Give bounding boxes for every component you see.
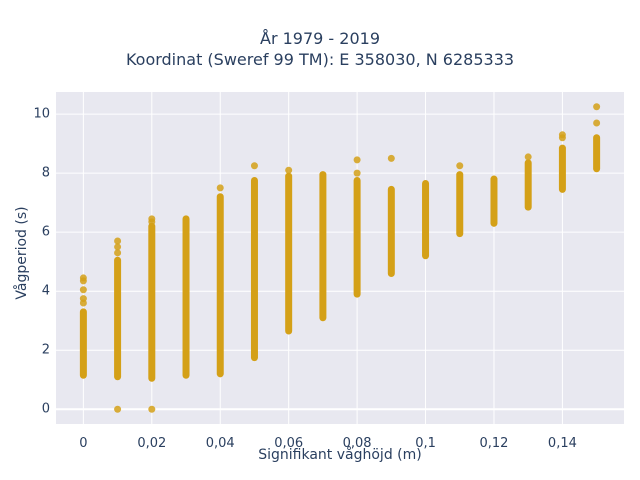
data-column xyxy=(353,177,361,298)
data-column xyxy=(558,144,566,193)
data-point xyxy=(250,162,258,170)
y-axis-ticks: 0 2 4 6 8 10 xyxy=(33,107,50,417)
data-column xyxy=(387,185,395,277)
data-point xyxy=(524,153,532,161)
data-point xyxy=(79,274,87,282)
chart-subtitle: Koordinat (Sweref 99 TM): E 358030, N 62… xyxy=(125,50,515,69)
data-column xyxy=(250,177,258,362)
x-axis-label: Signifikant våghöjd (m) xyxy=(258,447,422,463)
data-point xyxy=(216,184,224,192)
data-column xyxy=(285,172,293,335)
x-tick-label: 0,08 xyxy=(343,436,372,451)
chart-title: År 1979 - 2019 xyxy=(260,29,380,48)
data-point xyxy=(114,243,122,251)
data-column xyxy=(422,179,430,260)
data-point xyxy=(353,156,361,164)
data-column xyxy=(490,175,498,227)
data-point xyxy=(79,286,87,294)
data-point xyxy=(79,295,87,303)
x-tick-label: 0,14 xyxy=(548,436,577,451)
data-point xyxy=(114,249,122,257)
y-axis-label: Vågperiod (s) xyxy=(14,206,30,300)
data-column xyxy=(148,222,156,382)
data-point xyxy=(456,162,464,170)
data-point xyxy=(114,405,122,413)
data-point xyxy=(387,154,395,162)
y-tick-label: 0 xyxy=(42,402,50,417)
x-tick-label: 0,1 xyxy=(415,436,436,451)
data-point xyxy=(558,131,566,139)
x-tick-label: 0,02 xyxy=(137,436,166,451)
x-tick-label: 0,12 xyxy=(479,436,508,451)
data-points xyxy=(79,103,601,413)
data-column xyxy=(593,134,601,173)
data-point xyxy=(593,119,601,127)
y-tick-label: 10 xyxy=(33,107,50,122)
data-column xyxy=(114,256,122,381)
y-tick-label: 4 xyxy=(42,284,50,299)
y-tick-label: 2 xyxy=(42,343,50,358)
data-point xyxy=(148,215,156,223)
x-tick-label: 0,04 xyxy=(206,436,235,451)
data-column xyxy=(319,171,327,322)
x-axis-ticks: 0 0,02 0,04 0,06 0,08 0,1 0,12 0,14 xyxy=(79,436,577,451)
data-point xyxy=(285,166,293,174)
y-tick-label: 6 xyxy=(42,225,50,240)
data-column xyxy=(79,308,87,379)
x-tick-label: 0 xyxy=(79,436,87,451)
data-column xyxy=(524,159,532,211)
data-column xyxy=(456,171,464,238)
y-tick-label: 8 xyxy=(42,166,50,181)
plot-area xyxy=(56,92,624,424)
data-point xyxy=(353,169,361,177)
data-column xyxy=(182,215,190,379)
data-point xyxy=(148,405,156,413)
data-point xyxy=(114,237,122,245)
data-column xyxy=(216,193,224,378)
x-tick-label: 0,06 xyxy=(274,436,303,451)
data-point xyxy=(593,103,601,111)
